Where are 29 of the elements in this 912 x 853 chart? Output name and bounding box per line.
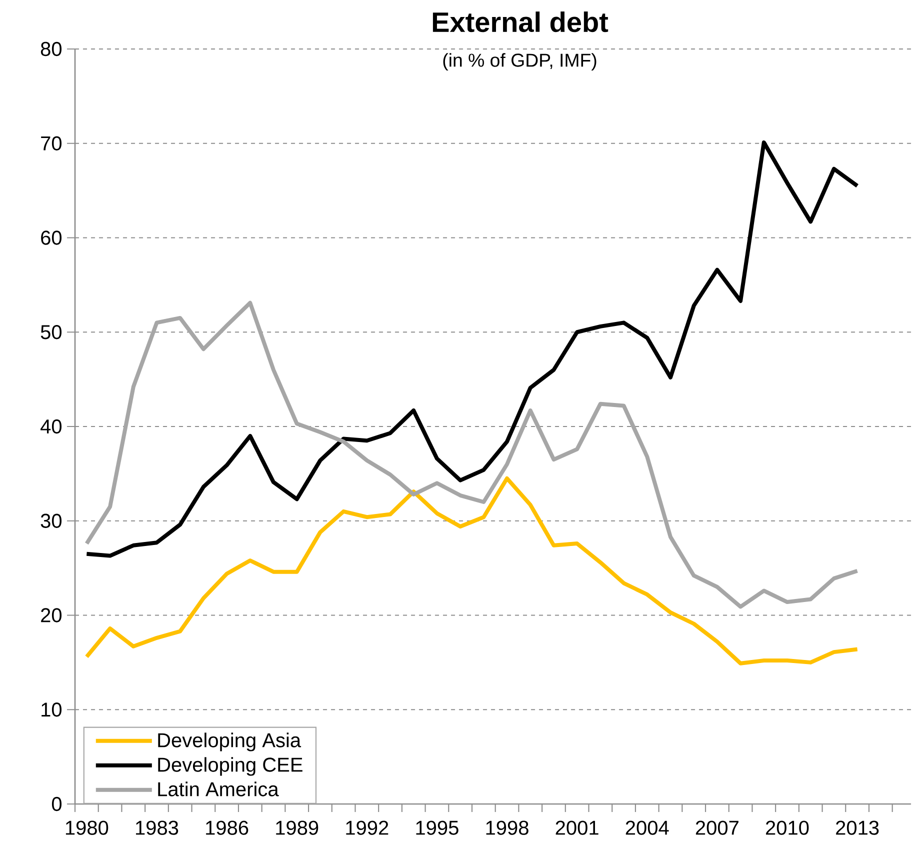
x-tick-label: 2013 [836,820,879,835]
x-tick-label: 1980 [66,820,108,835]
x-tick-label: 1995 [416,820,458,835]
x-tick-label: 1986 [206,820,248,835]
x-tick-label: 1989 [276,820,318,835]
line-series [84,476,860,666]
y-tick-label: 0 [52,796,62,812]
y-tick-label: 60 [41,230,62,245]
chart-subtitle: (in % of GDP, IMF) [443,53,596,71]
chart-title: External debt [432,12,608,32]
x-tick-label: 1998 [486,820,528,835]
y-tick-label: 50 [40,325,62,340]
y-tick-label: 30 [40,514,62,528]
legend-label: Latin America [158,782,279,796]
y-tick-label: 20 [41,608,62,622]
x-tick-label: 2007 [696,820,738,835]
x-tick-label: 2004 [626,820,669,835]
x-tick-label: 2001 [556,820,598,835]
x-tick-label: 1983 [136,820,178,835]
legend-label: Developing Asia [158,732,302,752]
x-tick-label: 2010 [766,820,809,835]
y-tick-label: 80 [40,42,62,56]
x-tick-label: 1992 [346,820,388,835]
y-tick-label: 70 [41,136,62,150]
line-series [84,140,860,558]
line-series [84,300,860,609]
y-tick-label: 10 [42,702,62,717]
legend-label: Developing CEE [158,757,302,776]
y-tick-label: 40 [40,419,62,434]
